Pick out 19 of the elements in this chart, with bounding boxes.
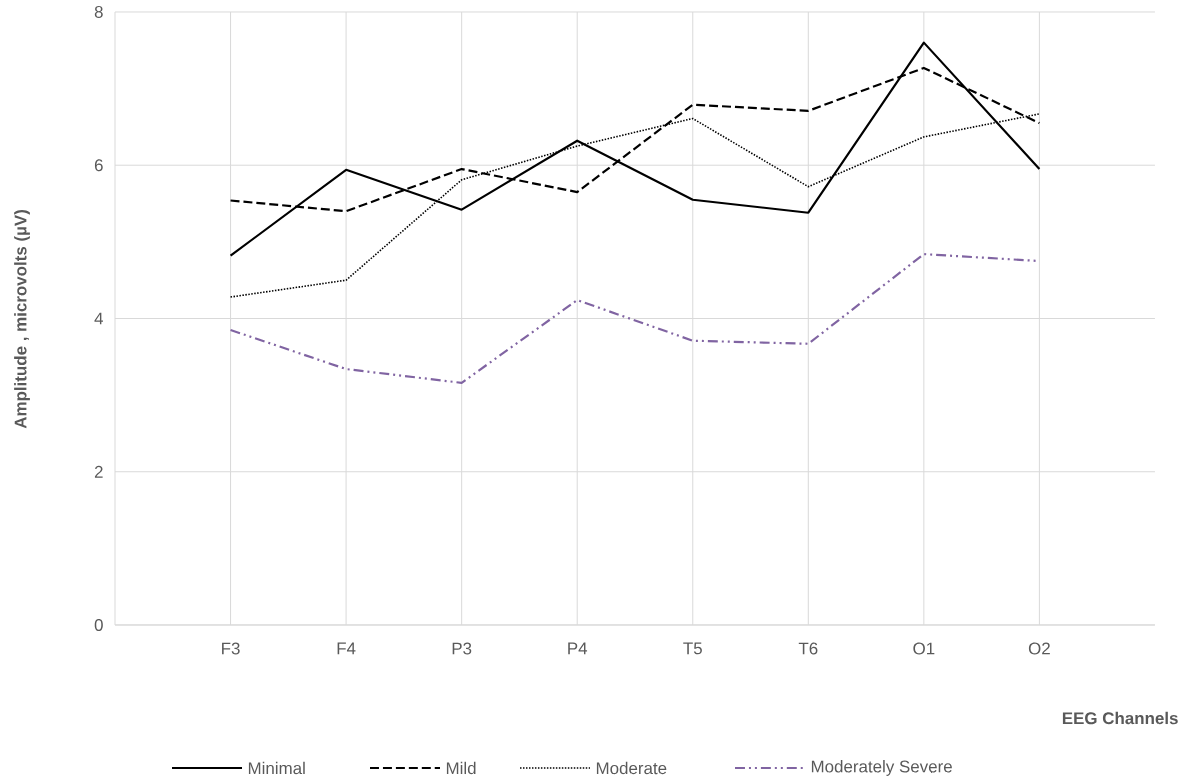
legend-label: Minimal (248, 761, 305, 775)
x-tick-label: T5 (683, 642, 702, 655)
x-tick-label: O2 (1028, 642, 1050, 655)
y-tick-label: 4 (94, 312, 103, 325)
y-axis-title: Amplitude , microvolts (µV) (14, 210, 30, 429)
y-tick-label: 2 (94, 465, 103, 478)
y-tick-label: 0 (94, 618, 103, 631)
legend-label: Moderate (596, 761, 667, 775)
x-axis-title: EEG Channels (1062, 711, 1178, 725)
legend-label: Mild (446, 761, 476, 775)
x-tick-label: O1 (913, 642, 935, 655)
x-tick-label: P3 (452, 642, 472, 655)
x-tick-label: P4 (568, 642, 588, 655)
y-tick-label: 6 (94, 159, 103, 172)
x-tick-label: T6 (798, 642, 818, 655)
x-tick-label: F3 (222, 642, 240, 655)
x-tick-label: F4 (337, 642, 356, 655)
y-tick-label: 8 (94, 5, 103, 18)
legend-label: Moderately Severe (811, 760, 952, 776)
